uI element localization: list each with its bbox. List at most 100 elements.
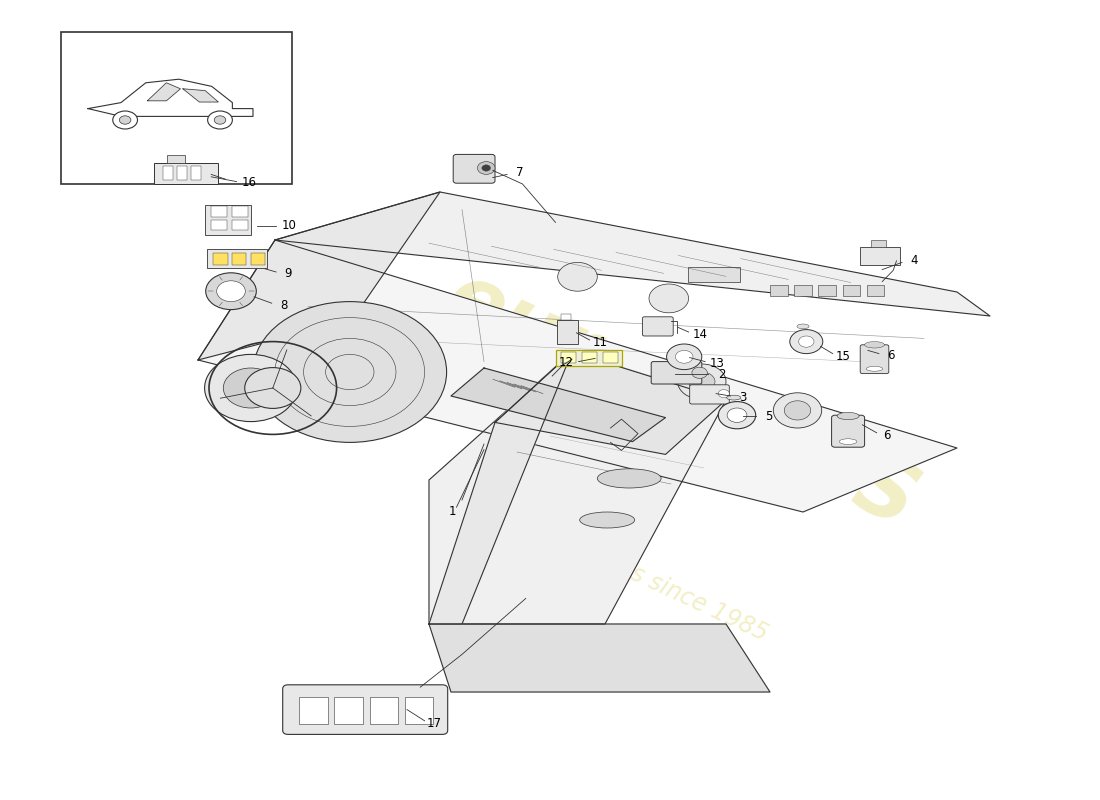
Bar xyxy=(556,350,622,366)
Ellipse shape xyxy=(839,438,857,445)
Polygon shape xyxy=(147,83,180,101)
Polygon shape xyxy=(429,624,770,692)
Polygon shape xyxy=(88,79,253,116)
Bar xyxy=(211,206,227,217)
Circle shape xyxy=(217,281,245,302)
Text: a passion for parts since 1985: a passion for parts since 1985 xyxy=(438,474,772,646)
Polygon shape xyxy=(495,352,726,454)
Bar xyxy=(688,267,740,282)
Circle shape xyxy=(799,336,814,347)
Circle shape xyxy=(208,111,232,129)
Text: 5: 5 xyxy=(766,410,772,422)
Text: 15: 15 xyxy=(836,350,850,363)
Bar xyxy=(177,166,187,180)
Bar xyxy=(582,352,597,363)
Circle shape xyxy=(214,116,225,124)
Circle shape xyxy=(784,401,811,420)
Text: 10: 10 xyxy=(282,219,297,232)
Text: 3: 3 xyxy=(739,390,747,403)
Bar xyxy=(603,352,618,363)
Bar xyxy=(405,697,433,724)
Bar xyxy=(167,155,185,163)
Circle shape xyxy=(206,273,256,310)
Circle shape xyxy=(692,367,707,378)
Circle shape xyxy=(689,372,715,391)
Polygon shape xyxy=(275,192,990,316)
Bar xyxy=(211,220,227,230)
Circle shape xyxy=(675,350,693,363)
Polygon shape xyxy=(183,89,218,102)
Text: 6: 6 xyxy=(883,430,891,442)
Bar xyxy=(370,697,398,724)
Text: euroPARTS: euroPARTS xyxy=(433,256,931,544)
Polygon shape xyxy=(198,240,957,512)
Bar xyxy=(561,314,571,320)
Text: 6: 6 xyxy=(888,349,895,362)
Bar xyxy=(163,166,173,180)
Bar xyxy=(205,205,251,235)
Polygon shape xyxy=(451,368,666,442)
Bar xyxy=(154,163,218,184)
Ellipse shape xyxy=(867,366,882,371)
Circle shape xyxy=(253,302,447,442)
Ellipse shape xyxy=(727,395,741,400)
FancyBboxPatch shape xyxy=(651,362,702,384)
Text: 8: 8 xyxy=(279,299,287,312)
Polygon shape xyxy=(429,352,572,624)
Ellipse shape xyxy=(580,512,635,528)
Bar xyxy=(818,285,836,296)
Bar xyxy=(213,253,228,265)
Bar xyxy=(557,320,578,344)
Bar xyxy=(334,697,363,724)
Text: 13: 13 xyxy=(711,357,725,370)
FancyBboxPatch shape xyxy=(832,415,865,447)
Bar xyxy=(207,249,267,268)
Ellipse shape xyxy=(837,413,859,419)
Text: 1: 1 xyxy=(449,506,455,518)
Circle shape xyxy=(558,262,597,291)
Bar xyxy=(251,253,265,265)
Text: 11: 11 xyxy=(593,336,607,350)
FancyBboxPatch shape xyxy=(690,385,729,404)
Polygon shape xyxy=(429,352,726,624)
Bar xyxy=(191,166,201,180)
Circle shape xyxy=(649,284,689,313)
FancyBboxPatch shape xyxy=(642,317,673,336)
FancyBboxPatch shape xyxy=(283,685,448,734)
Ellipse shape xyxy=(796,324,810,329)
Circle shape xyxy=(718,390,729,398)
Circle shape xyxy=(482,165,491,171)
Circle shape xyxy=(112,111,138,129)
Bar xyxy=(867,285,884,296)
Text: 12: 12 xyxy=(559,356,573,370)
Circle shape xyxy=(223,368,278,408)
Circle shape xyxy=(773,393,822,428)
Polygon shape xyxy=(198,192,440,360)
Circle shape xyxy=(205,354,297,422)
Circle shape xyxy=(718,402,756,429)
Ellipse shape xyxy=(865,342,884,348)
Text: 17: 17 xyxy=(427,718,442,730)
Bar xyxy=(770,285,788,296)
Bar xyxy=(794,285,812,296)
Ellipse shape xyxy=(597,469,661,488)
Bar xyxy=(232,220,248,230)
Bar xyxy=(232,253,246,265)
Text: 16: 16 xyxy=(242,176,256,190)
Circle shape xyxy=(477,162,495,174)
Bar xyxy=(871,240,886,247)
Bar xyxy=(561,352,576,363)
Bar xyxy=(60,32,292,184)
Text: 2: 2 xyxy=(718,368,725,381)
Bar xyxy=(860,247,900,265)
Circle shape xyxy=(727,408,747,422)
Text: 9: 9 xyxy=(285,267,293,280)
Circle shape xyxy=(678,364,726,399)
Bar xyxy=(299,697,328,724)
Text: 4: 4 xyxy=(910,254,917,266)
Circle shape xyxy=(119,116,131,124)
Circle shape xyxy=(667,344,702,370)
Text: 7: 7 xyxy=(516,166,524,179)
Bar xyxy=(232,206,248,217)
FancyBboxPatch shape xyxy=(453,154,495,183)
